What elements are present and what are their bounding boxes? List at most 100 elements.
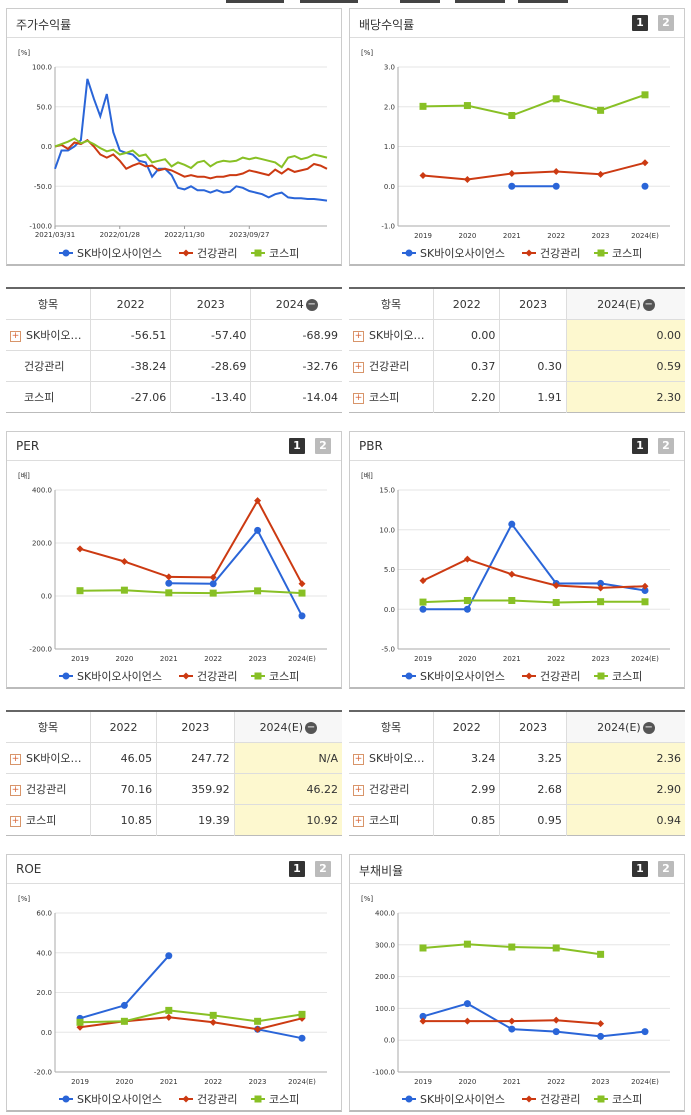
table-cell: -68.99 [250, 319, 342, 351]
per-table: 항목 2022 2023 2024(E) − + SK바이오… 46.05 247.72 N/A +… [6, 710, 342, 836]
x-tick-label: 2021 [160, 655, 178, 663]
x-tick-label: 2020 [458, 1078, 476, 1086]
table-cell: 0.95 [499, 804, 567, 836]
column-header-label: 2022 [452, 720, 481, 734]
dividend-yield-chart: [%] 3.0 2.0 1.0 0.0 -1.0 2019 2020 2021 2022 2023 2… [361, 49, 670, 260]
table-row: + SK바이오… 46.05 247.72 N/A [6, 742, 342, 774]
panel-title: PER [16, 439, 40, 453]
data-point [419, 1012, 427, 1020]
table-row: + 코스피 10.85 19.39 10.92 [6, 804, 342, 836]
legend-label: 건강관리 [197, 1093, 237, 1106]
table-row: + SK바이오… -56.51 -57.40 -68.99 [6, 319, 342, 351]
legend-marker [182, 672, 190, 680]
stock-return-table: 항목 2022 2023 2024− + SK바이오… -56.51 -57.40 -68.99… [6, 287, 342, 413]
page-2-button[interactable]: 2 [658, 15, 674, 31]
legend-marker [182, 1095, 190, 1103]
data-point [209, 580, 217, 588]
page-2-button[interactable]: 2 [315, 861, 331, 877]
table-row: + 건강관리 70.16 359.92 46.22 [6, 773, 342, 805]
data-point [254, 587, 262, 595]
x-tick-label: 2023 [592, 1078, 610, 1086]
expand-icon[interactable]: + [10, 784, 21, 796]
x-tick-label: 2023/09/27 [229, 231, 269, 239]
table-cell: 2.20 [432, 381, 500, 413]
table-cell: 19.39 [156, 804, 235, 836]
expand-icon[interactable]: + [10, 815, 21, 827]
legend-marker [405, 1095, 413, 1103]
x-tick-label: 2023 [592, 655, 610, 663]
column-header-label: 2022 [452, 297, 481, 311]
y-tick-label: 60.0 [36, 910, 52, 918]
x-tick-label: 2024(E) [288, 1078, 316, 1086]
column-header: 2022 [89, 287, 171, 320]
legend-marker [405, 249, 413, 257]
table-cell: 46.22 [233, 773, 342, 805]
collapse-icon[interactable]: − [305, 721, 318, 734]
collapse-icon[interactable]: − [642, 721, 655, 734]
collapse-icon[interactable]: − [305, 298, 318, 311]
x-tick-label: 2022/11/30 [164, 231, 204, 239]
column-header-label: 2024 [275, 297, 304, 311]
table-cell: N/A [233, 742, 342, 774]
legend-marker [182, 249, 190, 257]
y-tick-label: -5.0 [381, 646, 395, 654]
column-header: 2022 [432, 710, 500, 743]
table-cell: 2.30 [565, 381, 685, 413]
page-2-button[interactable]: 2 [658, 861, 674, 877]
expand-icon[interactable]: + [10, 753, 21, 765]
x-tick-label: 2019 [71, 655, 89, 663]
data-point [552, 168, 560, 176]
legend-marker [597, 672, 605, 680]
data-point [552, 581, 560, 589]
row-label-cell: + 건강관리 [6, 773, 91, 805]
page-2-button[interactable]: 2 [315, 438, 331, 454]
table-header-row: 항목 2022 2023 2024(E) − [6, 710, 342, 743]
y-tick-label: 10.0 [379, 526, 395, 534]
expand-icon[interactable]: + [353, 753, 364, 765]
y-tick-label: 1.0 [384, 143, 395, 151]
expand-icon[interactable]: + [353, 361, 364, 373]
column-header-label: 2024(E) [597, 297, 641, 311]
data-point [641, 159, 649, 167]
column-header: 항목 [6, 710, 91, 743]
data-point [419, 1017, 427, 1025]
page-1-button[interactable]: 1 [632, 15, 648, 31]
expand-icon[interactable]: + [353, 392, 364, 404]
table-header-row: 항목 2022 2023 2024(E) − [349, 710, 685, 743]
expand-icon[interactable]: + [353, 784, 364, 796]
pbr-table: 항목 2022 2023 2024(E) − + SK바이오… 3.24 3.25 2.36 + 건강… [349, 710, 685, 836]
page-2-button[interactable]: 2 [658, 438, 674, 454]
dividend-yield-table: 항목 2022 2023 2024(E) − + SK바이오… 0.00 0.00 + 건강관리 0.… [349, 287, 685, 413]
row-label: SK바이오… [369, 752, 425, 765]
legend-marker [597, 249, 605, 257]
y-tick-label: 0.0 [384, 1037, 395, 1045]
panel-title: PBR [359, 439, 383, 453]
row-label: 코스피 [369, 391, 400, 404]
column-header: 2023 [156, 710, 235, 743]
series-line [79, 1009, 303, 1024]
x-tick-label: 2021 [503, 232, 521, 240]
page-1-button[interactable]: 1 [289, 438, 305, 454]
data-point [165, 1013, 173, 1021]
data-point [597, 598, 605, 606]
page-1-button[interactable]: 1 [632, 438, 648, 454]
x-tick-label: 2024(E) [631, 655, 659, 663]
data-point [298, 612, 306, 620]
y-tick-label: -200.0 [29, 646, 52, 654]
page-1-button[interactable]: 1 [632, 861, 648, 877]
legend-marker [405, 672, 413, 680]
x-tick-label: 2019 [414, 655, 432, 663]
data-point [552, 182, 560, 190]
data-point [597, 584, 605, 592]
roe-panel: ROE 1 2 [%] 60.0 40.0 20.0 0.0 -20.0 2019 2020 2… [6, 854, 342, 1112]
expand-icon[interactable]: + [353, 815, 364, 827]
page-1-button[interactable]: 1 [289, 861, 305, 877]
data-point [641, 91, 649, 99]
legend-label: 코스피 [612, 670, 642, 683]
collapse-icon[interactable]: − [642, 298, 655, 311]
expand-icon[interactable]: + [10, 330, 21, 342]
legend-label: 코스피 [612, 247, 642, 260]
expand-icon[interactable]: + [353, 330, 364, 342]
x-tick-label: 2020 [115, 655, 133, 663]
